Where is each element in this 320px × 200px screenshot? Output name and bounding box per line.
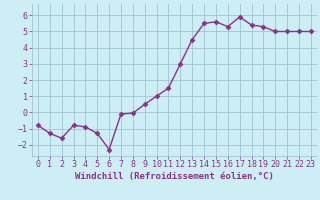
X-axis label: Windchill (Refroidissement éolien,°C): Windchill (Refroidissement éolien,°C) [75,172,274,181]
